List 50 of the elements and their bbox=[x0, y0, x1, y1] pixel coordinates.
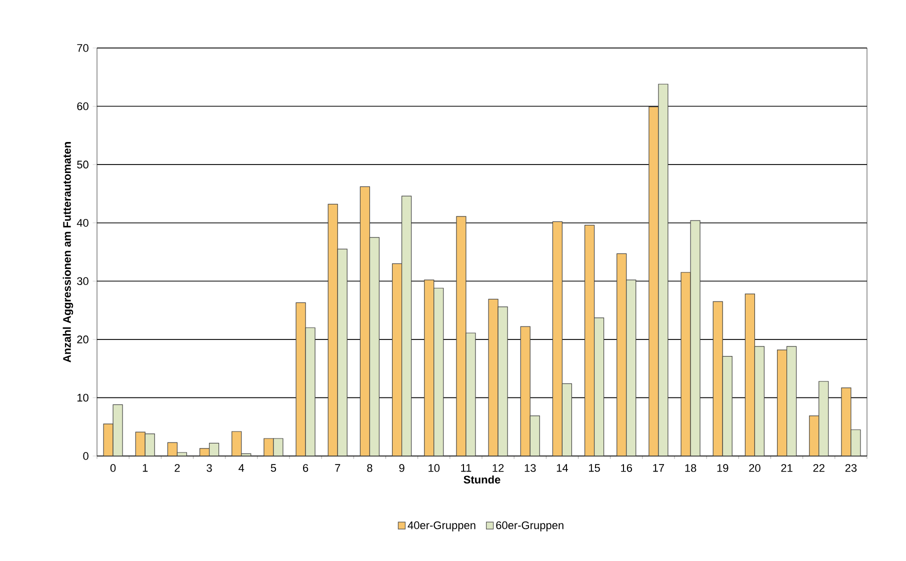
bar bbox=[744, 294, 756, 456]
x-tick-label: 13 bbox=[524, 464, 536, 472]
legend-label: 60er-Gruppen bbox=[496, 521, 564, 532]
x-tick-label: 10 bbox=[428, 464, 440, 472]
x-tick-label: 2 bbox=[174, 464, 180, 472]
y-tick-label: 40 bbox=[76, 218, 88, 227]
bar bbox=[424, 280, 434, 456]
x-axis-title: Stunde bbox=[464, 475, 500, 484]
x-tick-label: 7 bbox=[335, 464, 340, 472]
bar bbox=[360, 186, 370, 456]
bar bbox=[135, 432, 146, 456]
y-tick-label: 10 bbox=[77, 394, 88, 402]
x-tick-label: 14 bbox=[556, 464, 568, 472]
x-tick-label: 11 bbox=[461, 464, 472, 472]
x-tick-label: 17 bbox=[653, 464, 664, 472]
x-tick-label: 9 bbox=[399, 464, 404, 472]
y-tick-label: 70 bbox=[77, 44, 88, 52]
bar bbox=[328, 204, 338, 456]
x-tick-label: 6 bbox=[303, 464, 308, 472]
bar bbox=[616, 253, 627, 456]
bar bbox=[520, 326, 530, 456]
bar bbox=[552, 221, 563, 456]
bar bbox=[232, 431, 242, 456]
x-tick-label: 15 bbox=[589, 464, 600, 472]
x-tick-label: 3 bbox=[206, 464, 212, 472]
y-tick-label: 20 bbox=[77, 336, 88, 344]
y-tick-label: 0 bbox=[83, 452, 88, 460]
x-tick-label: 16 bbox=[621, 464, 632, 472]
x-tick-label: 18 bbox=[685, 464, 696, 472]
bar bbox=[392, 263, 402, 456]
x-tick-label: 20 bbox=[749, 464, 760, 472]
x-tick-label: 1 bbox=[142, 464, 148, 472]
x-tick-label: 22 bbox=[813, 464, 824, 472]
y-axis-title: Anzahl Aggressionen am Futterautomaten bbox=[62, 142, 74, 362]
bar bbox=[712, 301, 723, 456]
x-tick-label: 8 bbox=[367, 464, 372, 472]
x-tick-label: 19 bbox=[717, 464, 728, 472]
x-tick-label: 12 bbox=[492, 464, 504, 472]
x-tick-label: 21 bbox=[781, 464, 792, 472]
x-tick-label: 5 bbox=[270, 464, 276, 472]
legend-label: 40er-Gruppen bbox=[408, 521, 476, 532]
x-tick-label: 4 bbox=[238, 464, 244, 472]
bar bbox=[584, 224, 595, 456]
y-tick-label: 50 bbox=[77, 160, 88, 168]
y-tick-label: 30 bbox=[77, 277, 88, 286]
x-tick-label: 0 bbox=[110, 464, 116, 472]
y-tick-label: 60 bbox=[77, 102, 88, 110]
bar bbox=[776, 350, 788, 456]
bar bbox=[809, 415, 820, 456]
x-tick-label: 23 bbox=[845, 464, 857, 472]
